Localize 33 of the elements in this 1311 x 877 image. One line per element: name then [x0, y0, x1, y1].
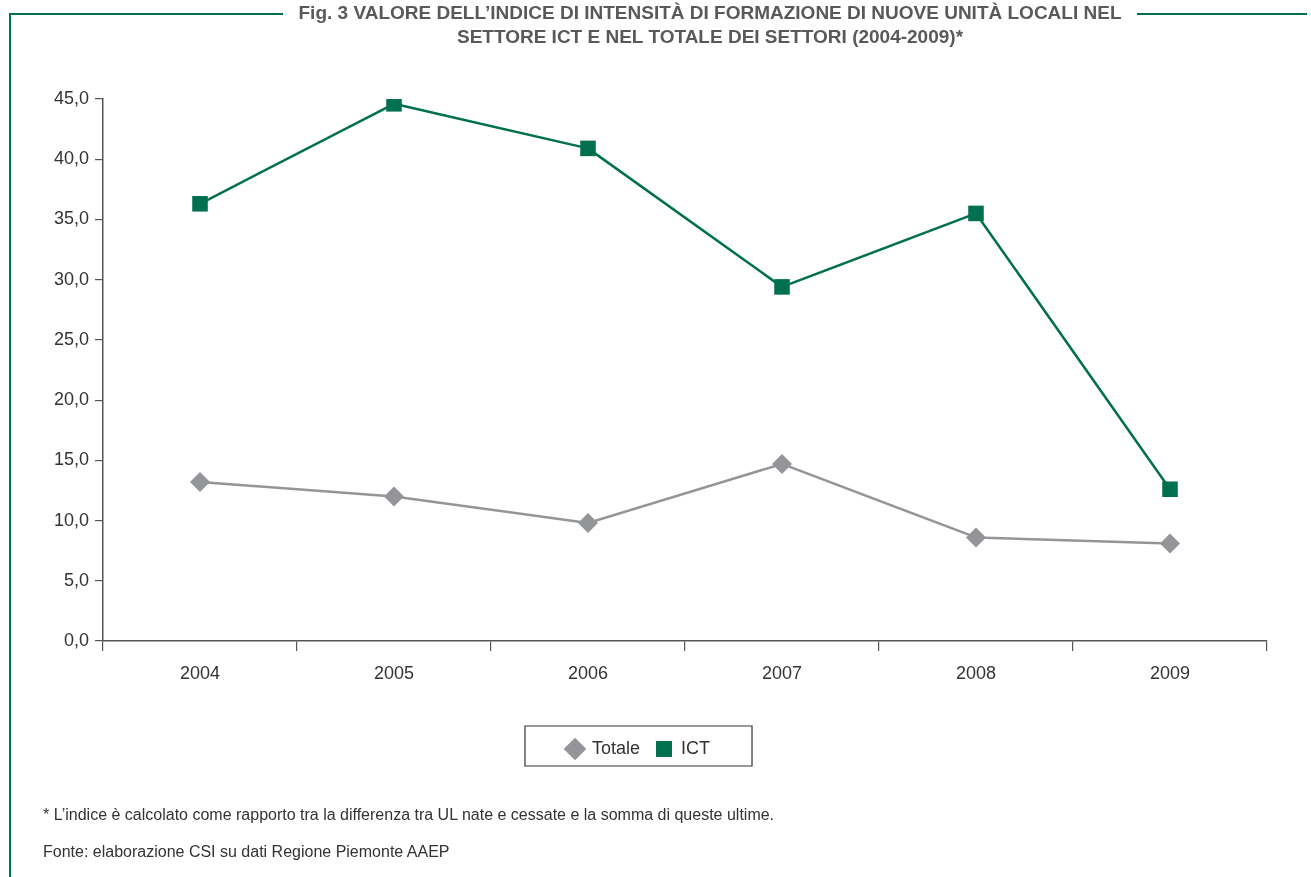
- x-tick-label: 2007: [761, 662, 803, 683]
- y-tick-label: 30,0: [53, 268, 89, 289]
- point: [966, 527, 986, 548]
- point: [578, 512, 598, 533]
- y-tick-label: 20,0: [53, 389, 89, 410]
- x-tick-label: 2006: [567, 662, 609, 683]
- y-tick-label: 45,0: [53, 87, 89, 108]
- x-tick-label: 2004: [179, 662, 221, 683]
- chart-title: Fig. 3 VALORE DELL’INDICE DI INTENSITÀ DI FORMAZIONE DI NUOVE UNITÀ LOCALI NEL SETTORE ICT E NEL TOTALE DEI SETTORI (2004-2009)*: [297, 1, 1123, 49]
- point: [772, 453, 792, 474]
- y-tick-label: 10,0: [53, 509, 89, 530]
- point: [386, 99, 402, 112]
- y-tick-label: 15,0: [53, 449, 89, 470]
- point: [580, 140, 596, 157]
- point: [192, 196, 208, 212]
- y-tick-label: 0,0: [63, 629, 89, 650]
- y-tick-label: 40,0: [53, 148, 89, 169]
- point: [1160, 533, 1180, 554]
- y-tick-label: 5,0: [63, 569, 89, 590]
- x-tick-label: 2008: [955, 662, 997, 683]
- y-tick-label: 35,0: [53, 208, 89, 229]
- point: [1162, 481, 1178, 498]
- legend-label: Totale: [591, 737, 641, 758]
- x-tick-label: 2009: [1149, 662, 1191, 683]
- point: [384, 486, 404, 507]
- x-tick-label: 2005: [373, 662, 415, 683]
- point: [968, 205, 984, 222]
- point: [190, 472, 210, 493]
- source-note: Fonte: elaborazione CSI su dati Regione Piemonte AAEP: [43, 842, 451, 862]
- text: * L’indice è calcolato come rapporto tra la differenza tra UL nate e cessate e la somma di queste ultime.: [43, 805, 775, 825]
- point: [774, 279, 790, 295]
- y-tick-label: 25,0: [53, 328, 89, 349]
- legend-label: ICT: [681, 737, 711, 758]
